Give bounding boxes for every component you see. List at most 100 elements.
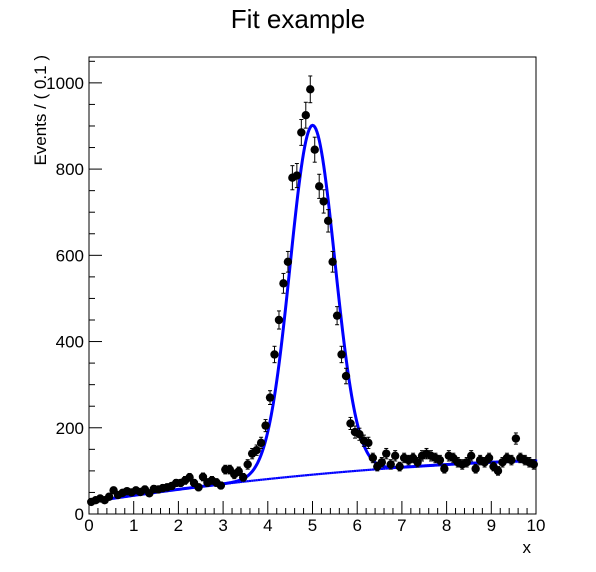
data-marker bbox=[301, 111, 310, 120]
x-tick-label: 9 bbox=[487, 516, 496, 535]
x-tick-label: 8 bbox=[442, 516, 451, 535]
background-dot bbox=[318, 472, 321, 476]
data-point bbox=[346, 416, 355, 430]
background-dot bbox=[277, 476, 281, 480]
data-point bbox=[382, 447, 391, 460]
data-point bbox=[323, 209, 333, 233]
data-point bbox=[493, 466, 503, 476]
y-axis-label: Events / ( 0.1 ) bbox=[31, 55, 50, 166]
x-axis-label: x bbox=[523, 538, 532, 557]
data-point bbox=[261, 419, 270, 433]
data-marker bbox=[435, 455, 445, 465]
background-dot bbox=[367, 468, 370, 471]
data-marker bbox=[346, 419, 355, 428]
background-dot bbox=[307, 473, 310, 477]
background-dot bbox=[362, 469, 366, 472]
data-marker bbox=[382, 449, 391, 458]
fit-curve bbox=[88, 123, 537, 504]
background-dot bbox=[342, 470, 345, 473]
background-dot bbox=[327, 472, 330, 475]
background-dot bbox=[315, 473, 319, 476]
x-tick-label: 7 bbox=[397, 516, 406, 535]
background-dot bbox=[237, 481, 240, 484]
background-dot bbox=[298, 474, 301, 478]
axis-labels: 0 1 2 3 4 5 6 7 8 9 10 0 200 400 600 800 1000 bbox=[46, 74, 545, 535]
data-marker bbox=[194, 483, 203, 492]
y-tick-label: 400 bbox=[56, 333, 84, 352]
data-point bbox=[301, 101, 310, 129]
background-dot bbox=[340, 470, 343, 474]
data-marker bbox=[216, 481, 226, 490]
data-marker bbox=[256, 438, 266, 448]
data-point bbox=[507, 454, 516, 466]
data-marker bbox=[319, 197, 328, 206]
data-point bbox=[386, 459, 395, 470]
data-marker bbox=[413, 458, 422, 467]
data-marker bbox=[368, 453, 378, 463]
background-dot bbox=[264, 478, 267, 481]
background-dot bbox=[248, 479, 252, 483]
data-point bbox=[194, 483, 203, 492]
data-marker bbox=[292, 171, 302, 180]
background-dot bbox=[360, 469, 363, 472]
background-dot bbox=[244, 480, 247, 483]
background-dot bbox=[365, 468, 368, 472]
background-dot bbox=[284, 476, 287, 479]
y-tick-label: 1000 bbox=[46, 74, 84, 93]
background-dot bbox=[286, 475, 290, 479]
background-dot bbox=[353, 469, 357, 473]
background-dot bbox=[311, 473, 314, 476]
background-dot bbox=[385, 467, 388, 470]
x-tick-label: 0 bbox=[84, 516, 93, 535]
data-marker bbox=[377, 458, 386, 467]
x-tick-label: 3 bbox=[218, 516, 227, 535]
data-point bbox=[466, 450, 476, 462]
background-curve bbox=[88, 459, 538, 504]
data-point bbox=[306, 75, 315, 104]
background-dot bbox=[255, 479, 258, 482]
data-marker bbox=[355, 430, 364, 439]
background-dot bbox=[300, 474, 303, 477]
background-dot bbox=[257, 478, 261, 482]
data-marker bbox=[252, 445, 261, 455]
background-dot bbox=[313, 473, 316, 476]
background-dot bbox=[371, 468, 375, 471]
data-point bbox=[292, 162, 302, 189]
background-dot bbox=[302, 474, 305, 477]
fit-line bbox=[88, 123, 537, 504]
background-dot bbox=[383, 467, 386, 470]
background-dot bbox=[275, 477, 278, 480]
y-tick-label: 600 bbox=[56, 246, 84, 265]
data-marker bbox=[279, 279, 288, 288]
data-point bbox=[274, 310, 284, 330]
data-point bbox=[310, 136, 319, 163]
data-point bbox=[256, 436, 266, 449]
background-dot bbox=[251, 479, 254, 482]
background-dot bbox=[329, 471, 332, 475]
background-dot bbox=[253, 479, 256, 482]
data-marker bbox=[243, 460, 252, 469]
y-tick-label: 800 bbox=[56, 160, 84, 179]
background-dot bbox=[336, 471, 339, 474]
data-point bbox=[252, 444, 261, 456]
data-marker bbox=[390, 451, 400, 460]
background-dot bbox=[280, 476, 283, 479]
data-marker bbox=[440, 464, 449, 473]
data-point bbox=[368, 452, 378, 464]
data-marker bbox=[511, 434, 521, 443]
y-tick-label: 200 bbox=[56, 419, 84, 438]
background-dot bbox=[333, 471, 337, 474]
data-marker bbox=[337, 350, 346, 359]
x-tick-label: 6 bbox=[352, 516, 361, 535]
data-point bbox=[511, 432, 521, 445]
background-dot bbox=[269, 477, 272, 480]
data-marker bbox=[261, 421, 270, 430]
axis-ticks bbox=[88, 60, 537, 515]
background-dot bbox=[349, 470, 352, 473]
data-point bbox=[265, 390, 275, 405]
data-marker bbox=[265, 393, 275, 402]
background-dot bbox=[356, 469, 359, 472]
data-point bbox=[484, 452, 494, 464]
